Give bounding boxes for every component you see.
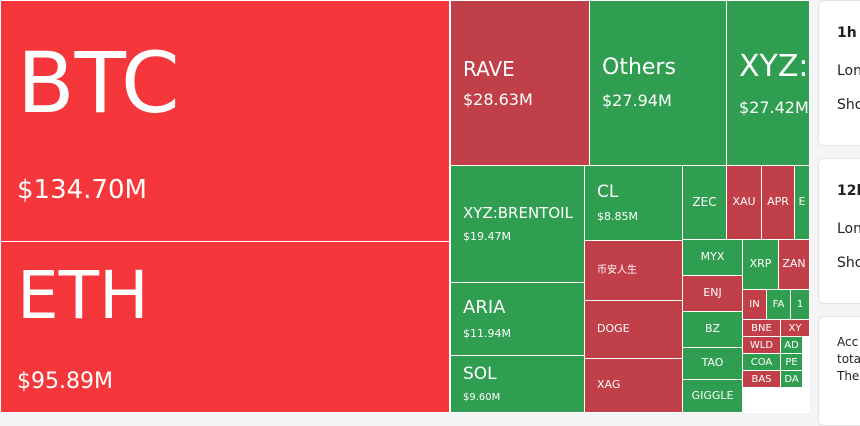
- tile[interactable]: XAG: [584, 358, 683, 413]
- tile[interactable]: XYZ:BRENTOIL $19.47M: [450, 165, 585, 283]
- card-row: Sho: [837, 255, 860, 271]
- tile-label: RAVE: [463, 56, 515, 81]
- tile[interactable]: COA: [742, 353, 781, 371]
- tile-label: APR: [767, 195, 789, 209]
- card-row: Sho: [837, 97, 860, 113]
- tile-label: ENJ: [703, 286, 722, 300]
- info-line: tota: [837, 352, 860, 366]
- tile-label: XYZ:BRENTOIL: [463, 204, 573, 223]
- tile[interactable]: XY: [780, 319, 810, 337]
- tile[interactable]: CL $8.85M: [584, 165, 683, 241]
- tile[interactable]: MYX: [682, 239, 743, 276]
- tile[interactable]: ZAN: [778, 239, 810, 290]
- tile[interactable]: 1: [790, 289, 810, 320]
- tile-label: XYZ:: [739, 48, 809, 84]
- card-1h[interactable]: 1h Lon Sho: [818, 0, 860, 146]
- tile[interactable]: Others $27.94M: [589, 0, 727, 166]
- card-title: 12h: [837, 183, 860, 199]
- tile-value: $95.89M: [17, 368, 113, 394]
- tile[interactable]: DA: [780, 370, 803, 388]
- tile[interactable]: XYZ: $27.42M: [726, 0, 810, 166]
- tile-label: SOL: [463, 363, 497, 384]
- tile[interactable]: RAVE $28.63M: [450, 0, 590, 166]
- card-info: Acc tota The: [818, 316, 860, 426]
- tile[interactable]: BZ: [682, 311, 743, 348]
- tile[interactable]: SOL $9.60M: [450, 355, 585, 413]
- tile-label: MYX: [700, 250, 725, 264]
- tile-label: ARIA: [463, 297, 506, 319]
- tile-value: $11.94M: [463, 326, 511, 340]
- tile[interactable]: TAO: [682, 347, 743, 380]
- tile-label: XAG: [597, 378, 621, 392]
- tile-label: DA: [784, 373, 799, 385]
- tile[interactable]: XAU: [726, 165, 762, 240]
- tile-label: XY: [788, 322, 802, 334]
- tile[interactable]: E: [794, 165, 810, 240]
- tile-label: PE: [785, 356, 798, 368]
- tile-label: Others: [602, 54, 676, 80]
- tile-value: $27.94M: [602, 91, 672, 111]
- tile[interactable]: GIGGLE: [682, 379, 743, 413]
- tile-label: 1: [796, 299, 804, 310]
- treemap: BTC $134.70M ETH $95.89M RAVE $28.63M Others $2…: [0, 0, 810, 413]
- tile[interactable]: ENJ: [682, 275, 743, 312]
- tile[interactable]: DOGE: [584, 300, 683, 359]
- tile-label: CL: [597, 181, 619, 202]
- tile-label: XAU: [732, 195, 756, 209]
- tile[interactable]: FA: [766, 289, 791, 320]
- tile-value: $9.60M: [463, 392, 501, 404]
- tile-label: AD: [784, 339, 799, 351]
- tile-label: XRP: [749, 257, 772, 271]
- card-row: Lon: [837, 63, 860, 79]
- tile[interactable]: ZEC: [682, 165, 727, 240]
- tile[interactable]: 币安人生: [584, 240, 683, 301]
- tile-label: DOGE: [597, 322, 630, 336]
- tile[interactable]: XRP: [742, 239, 779, 290]
- tile-label: WLD: [749, 339, 774, 351]
- tile[interactable]: WLD: [742, 336, 781, 354]
- card-row: Lon: [837, 221, 860, 237]
- tile-label: 币安人生: [597, 265, 637, 276]
- tile-label: BNE: [751, 322, 772, 334]
- tile-value: $134.70M: [17, 175, 147, 206]
- tile-value: $28.63M: [463, 89, 533, 109]
- tile-label: ZEC: [692, 194, 717, 209]
- tile-label: FA: [772, 299, 785, 310]
- tile[interactable]: ARIA $11.94M: [450, 282, 585, 356]
- tile-label: BZ: [704, 322, 721, 336]
- tile-label: COA: [750, 356, 773, 368]
- tile-value: $8.85M: [597, 210, 638, 224]
- tile[interactable]: AD: [780, 336, 803, 354]
- tile-label: BAS: [751, 373, 772, 385]
- card-title: 1h: [837, 25, 857, 41]
- info-line: The: [837, 369, 860, 383]
- tile[interactable]: BTC $134.70M: [0, 0, 450, 242]
- tile-label: ZAN: [782, 257, 806, 271]
- tile[interactable]: IN: [742, 289, 767, 320]
- card-12h[interactable]: 12h Lon Sho: [818, 158, 860, 304]
- tile[interactable]: BNE: [742, 319, 781, 337]
- tile-label: E: [798, 195, 806, 209]
- tile-value: $27.42M: [739, 97, 809, 117]
- tile-label: ETH: [17, 257, 149, 335]
- tile-label: IN: [749, 299, 760, 310]
- tile-value: $19.47M: [463, 229, 511, 243]
- tile-label: GIGGLE: [691, 388, 734, 402]
- tile[interactable]: ETH $95.89M: [0, 241, 450, 413]
- tile[interactable]: APR: [761, 165, 795, 240]
- tile-label: BTC: [17, 33, 180, 132]
- tile[interactable]: PE: [780, 353, 803, 371]
- tile[interactable]: BAS: [742, 370, 781, 388]
- info-line: Acc: [837, 335, 859, 349]
- tile-label: TAO: [701, 356, 724, 370]
